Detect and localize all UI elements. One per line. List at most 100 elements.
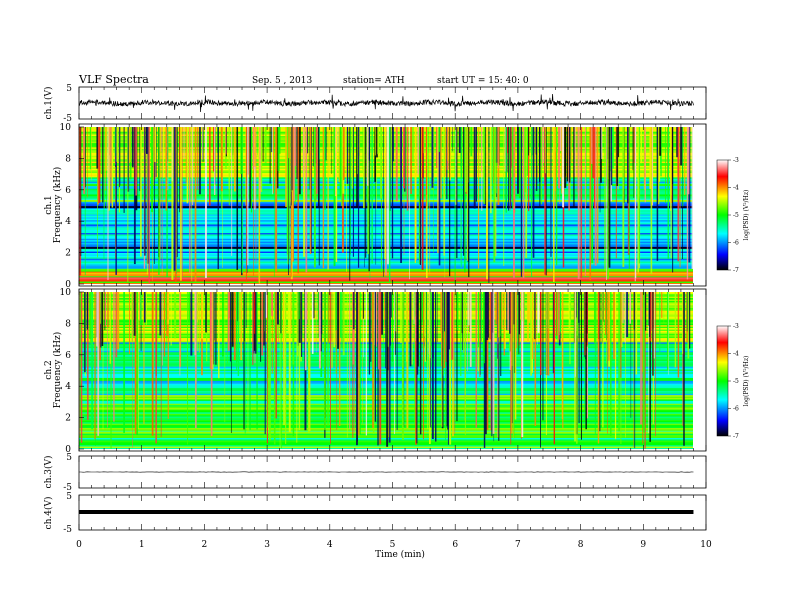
spectrogram-transient — [100, 292, 102, 324]
spectrogram-band — [79, 311, 693, 314]
spectrogram-transient — [506, 292, 508, 330]
spectrogram-transient — [525, 127, 528, 258]
spectrogram-band — [79, 299, 693, 301]
spectrogram-transient — [409, 127, 410, 280]
spectrogram-band — [79, 393, 693, 396]
spectrogram-transient — [540, 127, 542, 205]
y-tick-label: 6 — [65, 351, 71, 361]
spectrogram-transient — [428, 292, 430, 355]
spectrogram-band — [79, 327, 693, 330]
spectrogram-transient — [174, 292, 177, 339]
spectrogram-transient — [110, 292, 112, 449]
spectrogram-transient — [633, 292, 635, 330]
spectrogram-transient — [452, 292, 454, 437]
spectrogram-transient — [440, 292, 441, 332]
spectrogram-transient — [328, 292, 330, 343]
spectrogram-transient — [357, 127, 360, 268]
spectrogram-transient — [366, 127, 369, 186]
spectrogram-band — [79, 394, 693, 397]
spectrogram-transient — [307, 292, 310, 433]
spectrogram-transient — [265, 292, 268, 318]
spectrogram-transient — [302, 127, 304, 193]
spectrogram-transient — [496, 292, 498, 359]
ch4-waveform-panel: 5 -5 ch.4(V) — [43, 492, 707, 535]
spectrogram-transient — [652, 127, 654, 206]
spectrogram-transient — [481, 127, 483, 211]
spectrogram-transient — [427, 292, 429, 430]
ch1-colorbar-ticks: -3 -4 -5 -6 -7 — [728, 157, 739, 274]
spectrogram-transient — [155, 292, 157, 444]
spectrogram-transient — [292, 127, 294, 262]
spectrogram-transient — [144, 127, 146, 256]
spectrogram-band — [79, 406, 693, 409]
spectrogram-transient — [389, 292, 391, 346]
spectrogram-band — [79, 371, 693, 374]
spectrogram-transient — [518, 292, 520, 355]
spectrogram-transient — [503, 292, 505, 356]
spectrogram-transient — [383, 127, 384, 277]
spectrogram-transient — [423, 127, 425, 154]
colorbar-tick-label: -4 — [733, 185, 739, 192]
spectrogram-transient — [488, 127, 490, 284]
spectrogram-transient — [271, 292, 273, 316]
spectrogram-transient — [651, 292, 653, 331]
spectrogram-transient — [371, 127, 373, 264]
spectrogram-transient — [604, 127, 606, 271]
spectrogram-transient — [607, 292, 608, 434]
spectrogram-band — [79, 319, 693, 321]
spectrogram-transient — [322, 127, 325, 269]
spectrogram-transient — [363, 127, 365, 209]
spectrogram-transient — [218, 292, 220, 379]
spectrogram-transient — [280, 292, 282, 334]
spectrogram-transient — [151, 292, 154, 436]
spectrogram-transient — [406, 292, 409, 429]
spectrogram-transient — [664, 127, 666, 203]
spectrogram-transient — [341, 292, 343, 347]
spectrogram-transient — [544, 127, 547, 275]
spectrogram-transient — [597, 292, 600, 444]
spectrogram-transient — [462, 292, 464, 353]
spectrogram-transient — [131, 292, 134, 343]
spectrogram-transient — [376, 127, 378, 158]
spectrogram-transient — [325, 127, 327, 161]
spectrogram-transient — [263, 292, 265, 346]
spectrogram-transient — [154, 127, 157, 163]
spectrogram-transient — [436, 292, 437, 328]
spectrogram-transient — [80, 292, 83, 443]
spectrogram-transient — [596, 127, 599, 264]
spectrogram-transient — [497, 127, 499, 169]
spectrogram-transient — [358, 292, 360, 436]
colorbar-tick-label: -7 — [733, 267, 739, 274]
spectrogram-transient — [344, 127, 347, 166]
spectrogram-transient — [253, 127, 254, 276]
spectrogram-transient — [401, 292, 404, 440]
spectrogram-transient — [580, 127, 583, 278]
spectrogram-band — [79, 374, 693, 377]
spectrogram-transient — [667, 127, 670, 259]
spectrogram-transient — [484, 292, 487, 435]
spectrogram-transient — [460, 292, 462, 377]
spectrogram-transient — [130, 127, 132, 180]
spectrogram-transient — [290, 127, 292, 206]
spectrogram-transient — [136, 292, 138, 436]
spectrogram-transient — [518, 292, 521, 335]
spectrogram-band — [79, 413, 693, 416]
spectrogram-transient — [195, 292, 197, 429]
spectrogram-transient — [303, 127, 305, 172]
spectrogram-transient — [186, 127, 189, 204]
spectrogram-band — [79, 373, 693, 376]
spectrogram-band — [79, 350, 693, 353]
spectrogram-transient — [522, 127, 525, 278]
spectrogram-band — [79, 384, 693, 387]
spectrogram-transient — [420, 127, 422, 160]
spectrogram-band — [79, 436, 693, 438]
spectrogram-transient — [258, 127, 261, 284]
spectrogram-transient — [473, 127, 476, 209]
spectrogram-transient — [504, 292, 506, 349]
date-label: Sep. 5 , 2013 — [252, 76, 312, 86]
spectrogram-transient — [102, 292, 104, 430]
spectrogram-transient — [500, 292, 503, 329]
spectrogram-transient — [550, 127, 552, 257]
